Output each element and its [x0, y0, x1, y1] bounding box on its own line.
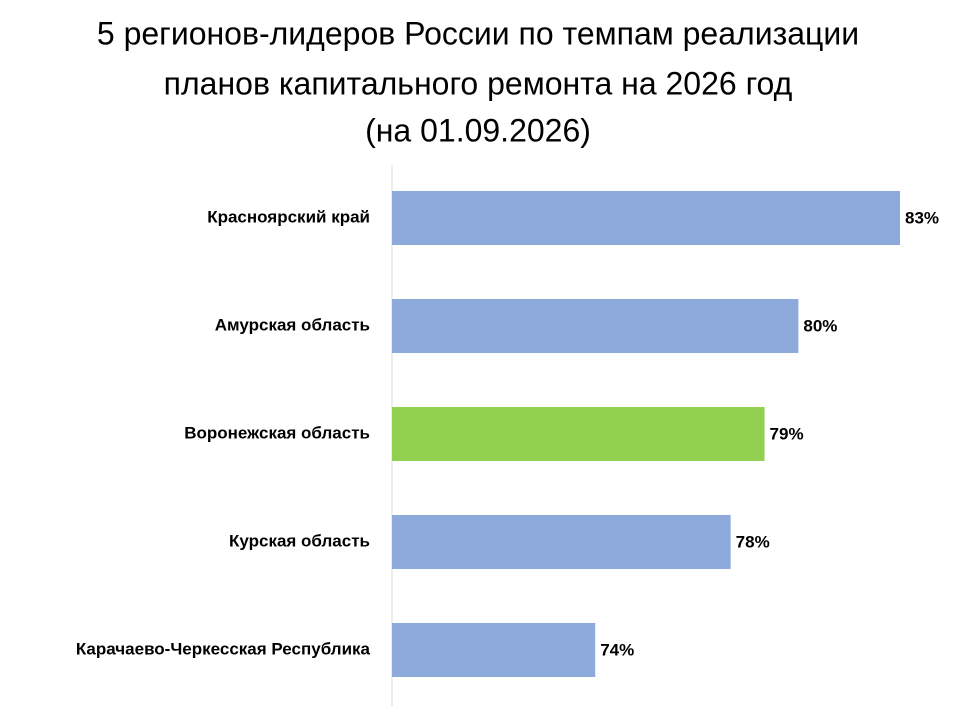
- bar: [392, 515, 731, 569]
- value-label: 74%: [600, 640, 634, 659]
- value-label: 79%: [770, 424, 804, 443]
- value-label: 78%: [736, 532, 770, 551]
- y-tick-label: Воронежская область: [184, 423, 370, 442]
- chart-title: (на 01.09.2026): [365, 112, 591, 148]
- bar: [392, 191, 900, 245]
- bar: [392, 299, 799, 353]
- y-tick-label: Амурская область: [215, 315, 370, 334]
- bar: [392, 407, 765, 461]
- y-tick-label: Карачаево-Черкесская Республика: [76, 639, 371, 658]
- y-tick-label: Курская область: [229, 531, 370, 550]
- chart-title: планов капитального ремонта на 2026 год: [164, 65, 793, 101]
- value-label: 83%: [905, 208, 939, 227]
- chart-title: 5 регионов-лидеров России по темпам реал…: [97, 15, 859, 51]
- y-tick-label: Красноярский край: [207, 207, 370, 226]
- bar: [392, 623, 596, 677]
- value-label: 80%: [803, 316, 837, 335]
